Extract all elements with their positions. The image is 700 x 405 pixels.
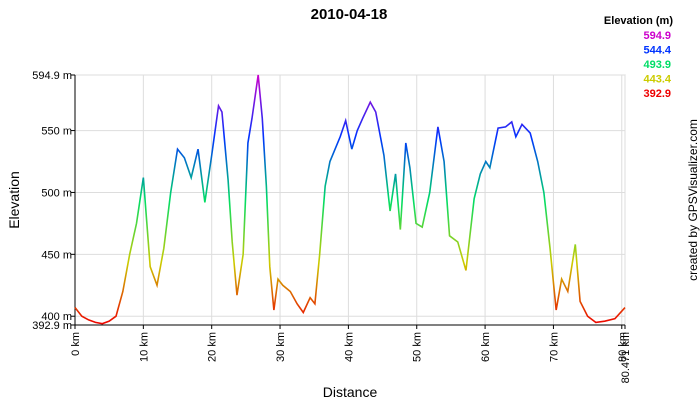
y-tick-label: 400 m bbox=[41, 311, 72, 323]
elevation-line bbox=[74, 74, 626, 325]
x-tick-label: 20 km bbox=[207, 332, 219, 362]
y-tick-label: 594.9 m bbox=[32, 70, 72, 82]
legend-entry: 493.9 bbox=[643, 59, 671, 71]
x-tick-label: 70 km bbox=[548, 332, 560, 362]
plot-frame bbox=[74, 74, 626, 326]
x-tick-label: 60 km bbox=[480, 332, 492, 362]
y-axis-label: Elevation bbox=[6, 171, 22, 229]
x-tick-label: 50 km bbox=[412, 332, 424, 362]
legend-entry: 392.9 bbox=[643, 88, 671, 100]
legend-entry: 594.9 bbox=[643, 30, 671, 42]
x-tick-label: 80.471 km bbox=[620, 332, 632, 383]
x-tick-label: 30 km bbox=[275, 332, 287, 362]
x-axis-label: Distance bbox=[323, 384, 378, 400]
y-tick-label: 450 m bbox=[41, 249, 72, 261]
legend-entry: 443.4 bbox=[643, 74, 671, 86]
y-tick-label: 550 m bbox=[41, 126, 72, 138]
x-tick-label: 10 km bbox=[138, 332, 150, 362]
y-tick-label: 500 m bbox=[41, 187, 72, 199]
chart-title: 2010-04-18 bbox=[311, 6, 388, 23]
y-tick-label: 392.9 m bbox=[32, 320, 72, 332]
x-tick-label: 40 km bbox=[343, 332, 355, 362]
legend-entry: 544.4 bbox=[643, 45, 671, 57]
x-tick-label: 80 km bbox=[617, 332, 629, 362]
x-tick-label: 0 km bbox=[70, 332, 82, 356]
credit: created by GPSVisualizer.com bbox=[686, 119, 700, 281]
legend-title: Elevation (m) bbox=[604, 15, 673, 27]
